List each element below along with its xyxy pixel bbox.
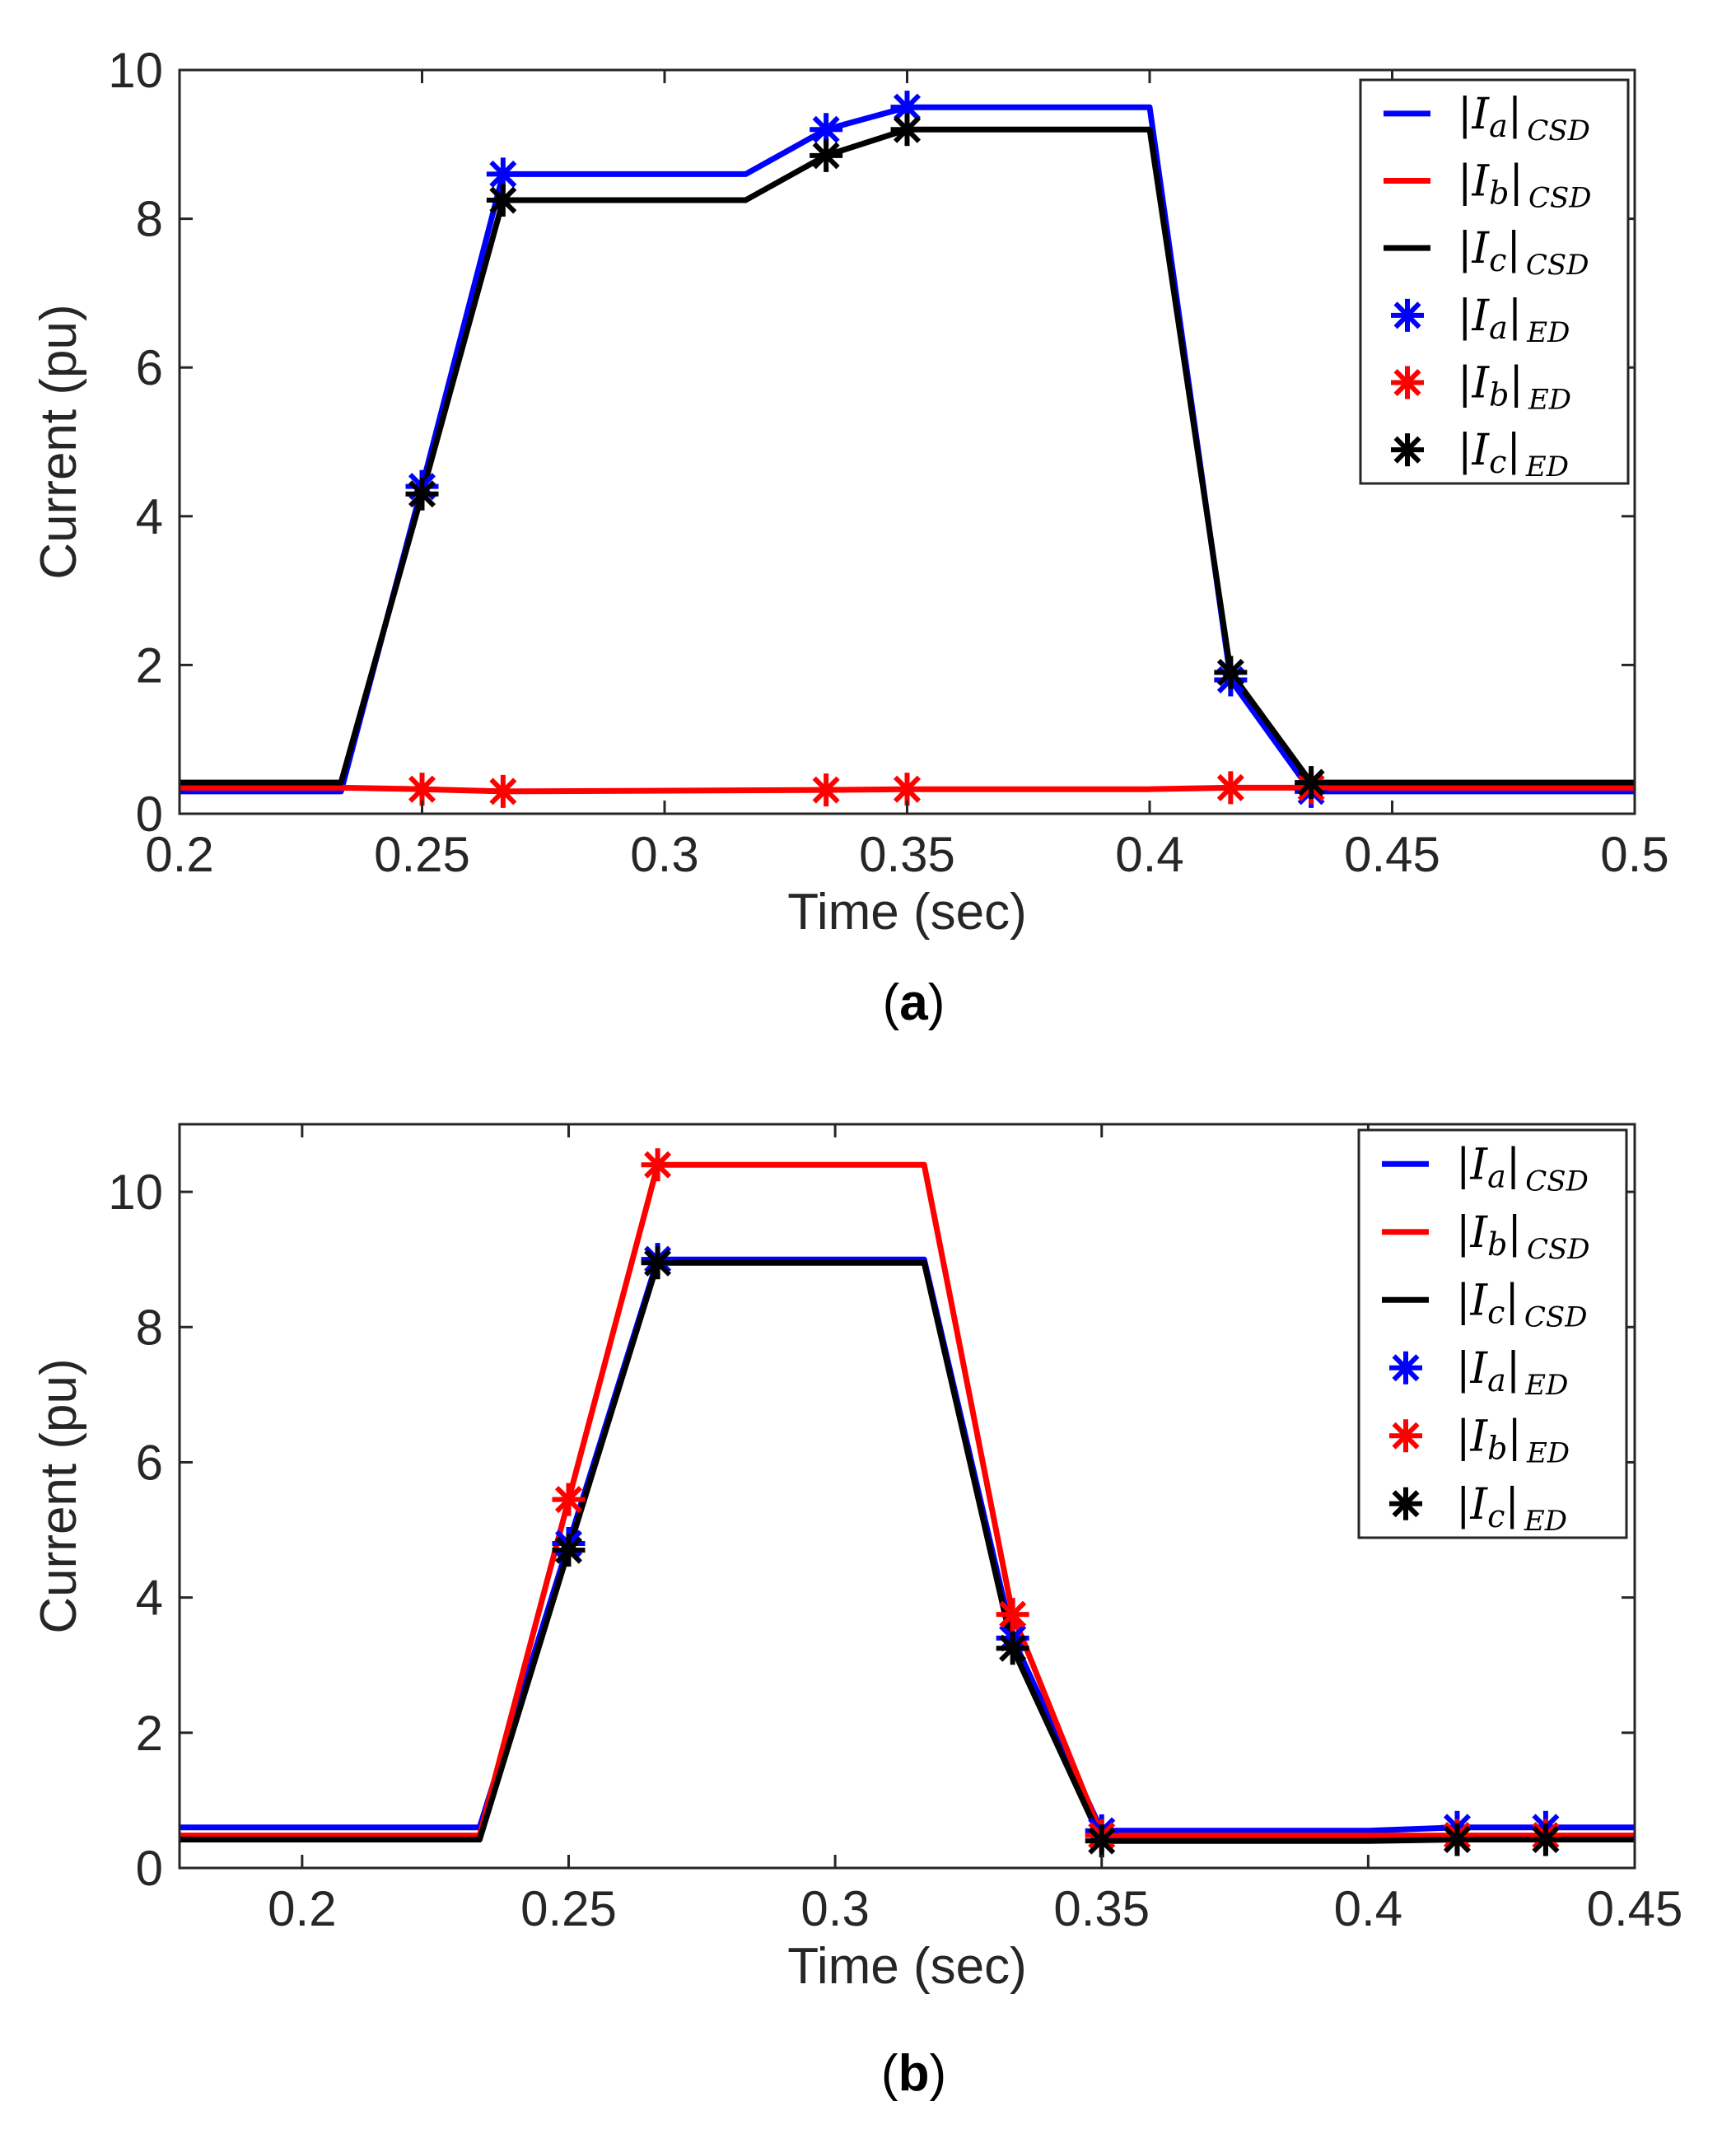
panel-caption-letter: a xyxy=(899,974,928,1031)
legend-item-a-csd: |Ia| CSD xyxy=(1384,90,1590,147)
chart-b: 0.2 0.25 0.3 0.35 0.4 0.45 0 2 4 6 8 10 Time (sec) Cu… xyxy=(30,1123,1683,2102)
x-tick-label: 0.3 xyxy=(800,1881,869,1936)
series-markers-c-ed xyxy=(405,113,1328,800)
y-tick-label: 10 xyxy=(108,1165,163,1220)
legend-box xyxy=(1357,1128,1628,1539)
x-axis-label: Time (sec) xyxy=(787,884,1026,941)
data-point-c-ed xyxy=(1440,1823,1474,1856)
y-tick-label: 8 xyxy=(136,1300,163,1355)
y-axis-label: Current (pu) xyxy=(30,1358,87,1633)
legend-label: |Ic| CSD xyxy=(1458,224,1589,282)
data-point-c-ed xyxy=(486,184,520,217)
data-point-c-ed xyxy=(405,477,439,511)
panel-caption: (a) xyxy=(883,974,945,1031)
legend-swatch-marker xyxy=(1389,1351,1422,1385)
legend-label: |Ib| CSD xyxy=(1458,157,1592,215)
legend-swatch-marker xyxy=(1389,1419,1422,1453)
x-tick-label: 0.4 xyxy=(1115,827,1183,882)
legend-label: |Ia| ED xyxy=(1456,1344,1568,1402)
legend-item-c-csd: |Ic| CSD xyxy=(1384,224,1589,282)
legend-label: |Ib| ED xyxy=(1458,359,1571,417)
data-point-b-ed xyxy=(641,1148,674,1182)
x-tick-label: 0.35 xyxy=(1053,1881,1150,1936)
data-point-c-ed xyxy=(1085,1824,1118,1858)
y-tick-label: 6 xyxy=(136,340,163,395)
legend-swatch-marker xyxy=(1391,298,1424,332)
y-tick-label: 4 xyxy=(136,489,163,544)
data-point-a-ed xyxy=(890,91,924,124)
series-markers xyxy=(405,91,1328,808)
data-point-c-ed xyxy=(810,138,843,172)
legend-swatch-marker xyxy=(1391,433,1424,467)
legend-item-a-ed: |Ia| ED xyxy=(1389,1344,1568,1402)
legend-label: |Ic| ED xyxy=(1458,426,1569,483)
x-tick-label: 0.4 xyxy=(1334,1881,1402,1936)
legend-label: |Ia| CSD xyxy=(1458,90,1590,147)
x-tick-label: 0.2 xyxy=(145,827,213,882)
panel-caption: (b) xyxy=(881,2045,946,2102)
legend-item-a-csd: |Ia| CSD xyxy=(1382,1140,1589,1198)
legend-label: |Ia| ED xyxy=(1458,292,1570,349)
x-tick-label: 0.5 xyxy=(1600,827,1668,882)
panel-caption-letter: b xyxy=(898,2045,930,2102)
y-tick-label: 0 xyxy=(136,787,163,842)
legend-item-b-ed: |Ib| ED xyxy=(1389,1412,1570,1469)
x-tick-label: 0.45 xyxy=(1587,1881,1683,1936)
y-tick-label: 4 xyxy=(136,1571,163,1626)
data-point-c-ed xyxy=(1214,656,1248,689)
data-point-c-ed xyxy=(641,1246,674,1280)
y-tick-label: 10 xyxy=(108,43,163,98)
legend-item-b-csd: |Ib| CSD xyxy=(1384,157,1592,215)
x-tick-label: 0.25 xyxy=(520,1881,617,1936)
legend: |Ia| CSD |Ib| CSD |Ic| CSD |Ia| ED |Ib| ED |Ic| ED xyxy=(1359,78,1630,485)
data-point-b-ed xyxy=(1214,771,1248,805)
x-tick-label: 0.2 xyxy=(268,1881,336,1936)
y-tick-label: 8 xyxy=(136,192,163,247)
x-tick-label: 0.45 xyxy=(1344,827,1440,882)
x-tick-label: 0.25 xyxy=(374,827,470,882)
data-point-b-ed xyxy=(405,773,439,806)
legend-label: |Ia| CSD xyxy=(1456,1140,1589,1198)
data-point-b-ed xyxy=(486,774,520,808)
x-tick-label: 0.3 xyxy=(630,827,698,882)
legend-label: |Ic| CSD xyxy=(1456,1276,1587,1333)
x-axis-label: Time (sec) xyxy=(787,1938,1026,1995)
data-point-c-ed xyxy=(552,1534,586,1567)
legend-box xyxy=(1359,78,1630,485)
legend-item-c-ed: |Ic| ED xyxy=(1389,1480,1567,1538)
y-tick-label: 0 xyxy=(136,1841,163,1896)
axes-box xyxy=(178,1123,1636,1870)
y-tick-label: 2 xyxy=(136,637,163,693)
data-point-c-ed xyxy=(890,113,924,147)
series-markers-c-ed xyxy=(552,1246,1562,1858)
legend-swatch-marker xyxy=(1389,1487,1422,1520)
legend-item-c-ed: |Ic| ED xyxy=(1391,426,1569,483)
y-tick-label: 2 xyxy=(136,1706,163,1761)
chart-a: 0.2 0.25 0.3 0.35 0.4 0.45 0.5 0 2 4 6 8 10 Time (sec… xyxy=(30,43,1669,1031)
data-point-b-ed xyxy=(996,1598,1029,1632)
legend-swatch-marker xyxy=(1391,366,1424,399)
series-line-b-csd xyxy=(180,784,1635,795)
data-point-c-ed xyxy=(996,1632,1029,1665)
y-tick-label: 6 xyxy=(136,1435,163,1490)
y-axis-label: Current (pu) xyxy=(30,304,87,579)
legend-label: |Ib| ED xyxy=(1456,1412,1570,1469)
data-point-b-ed xyxy=(552,1483,586,1516)
legend-label: |Ic| ED xyxy=(1456,1480,1567,1538)
data-point-b-ed xyxy=(890,773,924,806)
legend: |Ia| CSD |Ib| CSD |Ic| CSD |Ia| ED |Ib| ED |Ic| ED xyxy=(1357,1128,1628,1539)
legend-item-b-ed: |Ib| ED xyxy=(1391,359,1571,417)
series-markers xyxy=(552,1148,1562,1858)
x-tick-label: 0.35 xyxy=(859,827,955,882)
data-point-b-ed xyxy=(810,773,843,807)
legend-label: |Ib| CSD xyxy=(1456,1208,1590,1266)
legend-item-c-csd: |Ic| CSD xyxy=(1382,1276,1587,1333)
legend-item-b-csd: |Ib| CSD xyxy=(1382,1208,1590,1266)
legend-item-a-ed: |Ia| ED xyxy=(1391,292,1570,349)
data-point-c-ed xyxy=(1528,1823,1562,1856)
data-point-c-ed xyxy=(1295,766,1328,800)
